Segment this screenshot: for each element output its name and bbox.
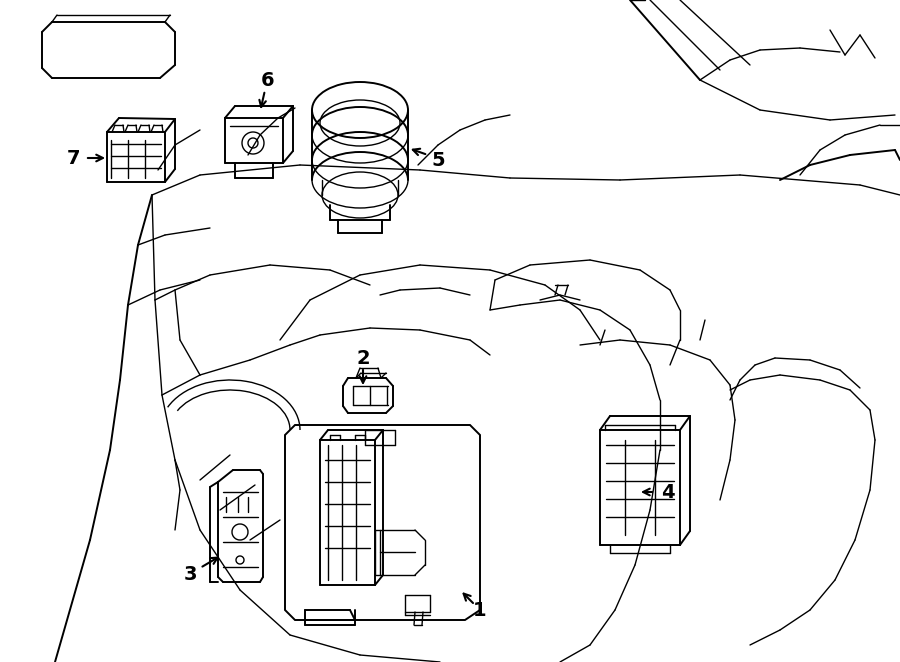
Text: 3: 3 (184, 565, 197, 585)
Text: 2: 2 (356, 348, 370, 367)
Text: 4: 4 (662, 483, 675, 502)
Text: 7: 7 (67, 148, 80, 167)
Text: 6: 6 (261, 70, 274, 89)
Text: 5: 5 (431, 150, 445, 169)
Text: 1: 1 (473, 600, 487, 620)
